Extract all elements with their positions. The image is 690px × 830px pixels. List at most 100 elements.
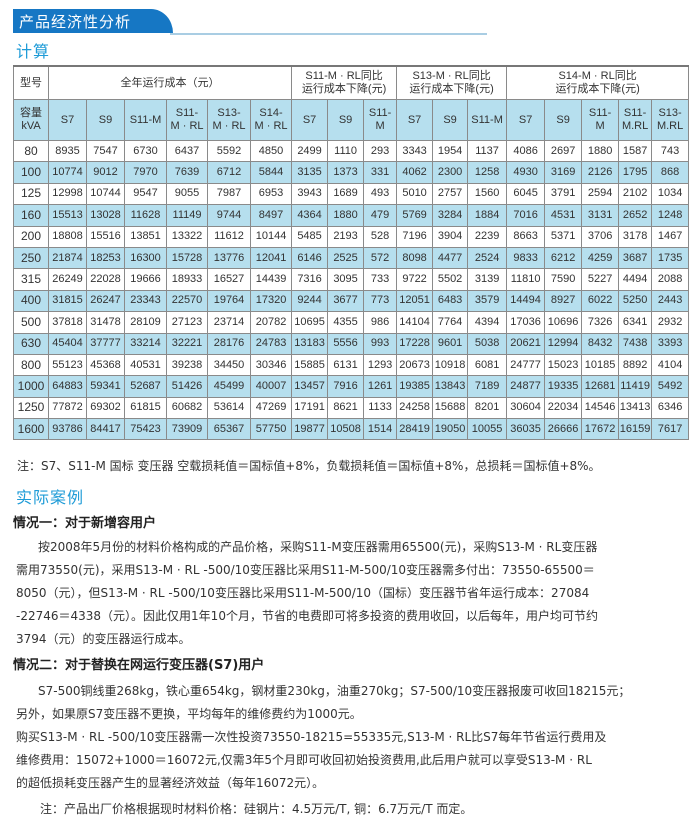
cost-cell: 8432: [581, 332, 620, 355]
cost-cell: 528: [363, 225, 398, 248]
cost-cell: 23714: [207, 311, 251, 334]
table-row: 630 45404 37777 33214 32221 28176 24783 13183 55…: [13, 332, 690, 355]
header-line: S9: [556, 113, 570, 126]
cost-cell: 4355: [327, 311, 365, 334]
cost-cell: 5371: [544, 225, 583, 248]
cost-cell: 7438: [618, 332, 653, 355]
cost-cell: 60682: [166, 396, 208, 420]
table-row: 400 31815 26247 23343 22570 19764 17320 9244 367…: [13, 289, 690, 313]
cost-cell: 8497: [249, 204, 293, 227]
cost-cell: 1261: [363, 375, 398, 398]
cost-cell: 5485: [291, 225, 329, 248]
column-header: S7: [396, 99, 434, 141]
header-line: S13-: [658, 107, 682, 119]
cost-cell: 10774: [48, 161, 87, 184]
cost-cell: 2499: [291, 139, 329, 163]
cost-cell: 868: [651, 161, 690, 184]
cost-cell: 17036: [506, 311, 546, 334]
capacity-header: 容量 kVA: [13, 99, 49, 141]
cost-cell: 1880: [327, 204, 365, 227]
cost-cell: 17320: [249, 289, 293, 313]
cost-cell: 55123: [48, 353, 87, 377]
cost-cell: 4259: [581, 246, 620, 270]
paragraph-line: 按2008年5月份的材料价格构成的产品价格，采购S11-M变压器需用65500(…: [38, 540, 598, 554]
header-line: S7: [518, 113, 533, 126]
cost-cell: 57750: [249, 418, 293, 441]
cost-cell: 40531: [124, 353, 167, 377]
cost-cell: 28419: [396, 418, 434, 441]
cost-cell: 6212: [544, 246, 583, 270]
paragraph-line: 维修费用：15072+1000＝16072元,仅需3年5个月即可收回初始投资费用…: [16, 753, 592, 767]
header-line: S11-M: [471, 113, 503, 126]
cost-cell: 3135: [291, 161, 329, 184]
capacity-cell: 500: [13, 311, 49, 334]
header-line: 容量: [20, 107, 42, 119]
cost-cell: 16527: [207, 268, 251, 291]
cost-cell: 32221: [166, 332, 208, 355]
cost-cell: 15688: [432, 396, 469, 420]
header-line: 运行成本下降(元): [301, 83, 387, 95]
cost-cell: 6712: [207, 161, 251, 184]
header-line: S9: [443, 113, 457, 126]
cost-cell: 2088: [651, 268, 690, 291]
cost-cell: 4531: [544, 204, 583, 227]
cost-cell: 28176: [207, 332, 251, 355]
column-header: S13- M.RL: [651, 99, 690, 141]
cost-cell: 10695: [291, 311, 329, 334]
cost-comparison-table: 型号 全年运行成本（元） S11-M · RL同比 运行成本下降(元) S13-M…: [13, 65, 690, 441]
column-header: S14- M · RL: [249, 99, 293, 141]
cost-cell: 5769: [396, 204, 434, 227]
cost-cell: 6131: [327, 353, 365, 377]
cost-cell: 9547: [124, 182, 167, 206]
column-header: S13- M · RL: [207, 99, 251, 141]
cost-cell: 1110: [327, 139, 365, 163]
cost-cell: 4930: [506, 161, 546, 184]
cost-cell: 993: [363, 332, 398, 355]
table-row: 160 15513 13028 11628 11149 9744 8497 4364 1880 4…: [13, 204, 690, 227]
header-row-groups: 型号 全年运行成本（元） S11-M · RL同比 运行成本下降(元) S13-M…: [13, 65, 690, 100]
cost-cell: 19764: [207, 289, 251, 313]
header-line: S9: [98, 113, 113, 126]
cost-cell: 986: [363, 311, 398, 334]
capacity-cell: 400: [13, 289, 49, 313]
cost-cell: 2193: [327, 225, 365, 248]
cost-cell: 2524: [467, 246, 508, 270]
cost-cell: 3178: [618, 225, 653, 248]
cost-cell: 13183: [291, 332, 329, 355]
cost-cell: 11149: [166, 204, 208, 227]
cost-cell: 5502: [432, 268, 469, 291]
header-line: 运行成本下降(元): [409, 83, 494, 95]
cost-cell: 20673: [396, 353, 434, 377]
cost-cell: 2652: [618, 204, 653, 227]
cost-cell: 69302: [86, 396, 125, 420]
cost-cell: 14104: [396, 311, 434, 334]
cost-cell: 2102: [618, 182, 653, 206]
cost-cell: 7196: [396, 225, 434, 248]
cost-cell: 6483: [432, 289, 469, 313]
cost-cell: 53614: [207, 396, 251, 420]
column-header: S11-M: [581, 99, 620, 141]
cost-cell: 1514: [363, 418, 398, 441]
column-header: S11-M: [124, 99, 167, 141]
cost-cell: 37818: [48, 311, 87, 334]
cost-cell: 13413: [618, 396, 653, 420]
cost-cell: 7916: [327, 375, 365, 398]
cost-cell: 10185: [581, 353, 620, 377]
section-heading-calc: 计算: [16, 42, 51, 61]
cost-cell: 7639: [166, 161, 208, 184]
cost-cell: 12051: [396, 289, 434, 313]
column-header: S7: [48, 99, 87, 141]
cost-cell: 6146: [291, 246, 329, 270]
cost-cell: 9012: [86, 161, 125, 184]
cost-cell: 18933: [166, 268, 208, 291]
cost-cell: 2525: [327, 246, 365, 270]
cost-cell: 26666: [544, 418, 583, 441]
header-line: S13-: [217, 107, 241, 119]
cost-cell: 65367: [207, 418, 251, 441]
cost-cell: 22034: [544, 396, 583, 420]
cost-cell: 59341: [86, 375, 125, 398]
cost-cell: 2126: [581, 161, 620, 184]
capacity-cell: 630: [13, 332, 49, 355]
paragraph-line: -22746＝4338（元）。因此仅用1年10个月，节省的电费即可将多投资的费用…: [16, 609, 598, 623]
cost-cell: 3677: [327, 289, 365, 313]
